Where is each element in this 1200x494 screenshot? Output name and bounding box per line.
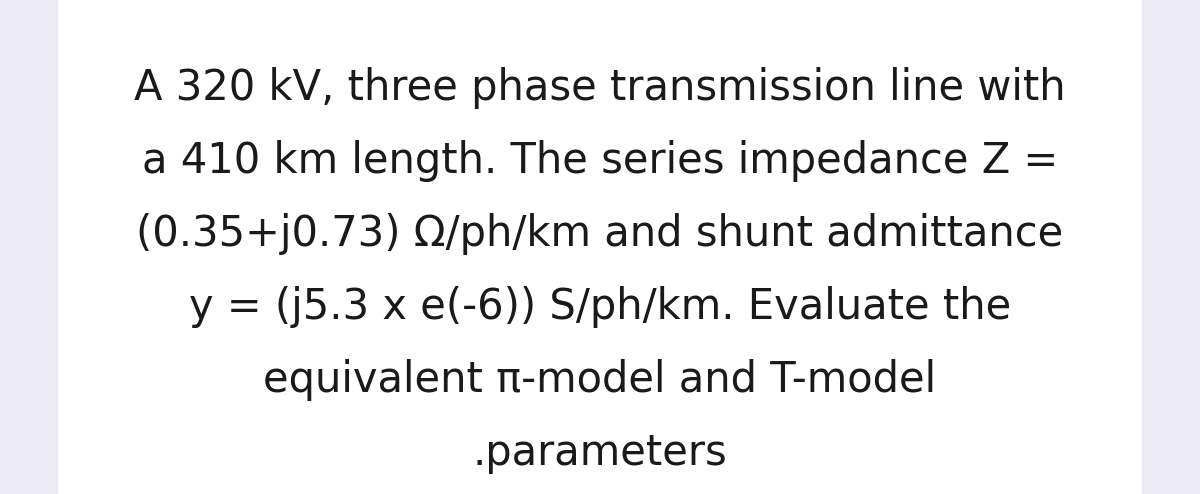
Text: A 320 kV, three phase transmission line with: A 320 kV, three phase transmission line … <box>134 67 1066 109</box>
Text: a 410 km length. The series impedance Z =: a 410 km length. The series impedance Z … <box>142 140 1058 182</box>
Text: equivalent π-model and T-model: equivalent π-model and T-model <box>264 359 936 401</box>
Text: y = (j5.3 x e(-6)) S/ph/km. Evaluate the: y = (j5.3 x e(-6)) S/ph/km. Evaluate the <box>188 286 1012 328</box>
Text: (0.35+j0.73) Ω/ph/km and shunt admittance: (0.35+j0.73) Ω/ph/km and shunt admittanc… <box>137 213 1063 255</box>
Text: .parameters: .parameters <box>473 432 727 474</box>
